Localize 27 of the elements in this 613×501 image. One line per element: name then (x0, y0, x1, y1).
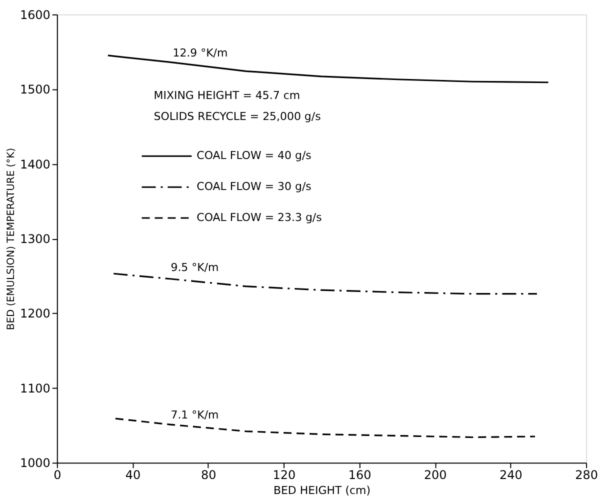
y-tick-label: 1200 (20, 306, 50, 321)
x-tick-label: 120 (272, 468, 296, 482)
annotation: 12.9 °K/m (172, 46, 228, 60)
annotation: SOLIDS RECYCLE = 25,000 g/s (154, 110, 322, 124)
x-tick-label: 200 (424, 468, 447, 482)
x-tick-label: 0 (54, 468, 62, 482)
y-axis-title: BED (EMULSION) TEMPERATURE (°K) (6, 148, 17, 330)
legend-label: COAL FLOW = 30 g/s (196, 180, 312, 194)
y-tick-label: 1400 (20, 157, 50, 172)
legend-label: COAL FLOW = 40 g/s (196, 149, 312, 162)
x-tick-label: 80 (200, 468, 216, 482)
line-series (114, 418, 536, 438)
annotation: MIXING HEIGHT = 45.7 cm (154, 89, 300, 102)
y-tick-label: 1500 (20, 82, 50, 97)
y-tick-label: 1100 (20, 381, 50, 396)
x-tick-label: 40 (125, 468, 141, 482)
y-tick-label: 1600 (20, 8, 50, 22)
x-tick-label: 280 (575, 468, 598, 482)
x-tick-label: 160 (348, 468, 372, 482)
y-tick-label: 1000 (20, 456, 50, 470)
x-tick-label: 240 (500, 468, 522, 482)
annotation: 7.1 °K/m (170, 408, 219, 422)
line-series (112, 272, 538, 295)
annotation: 9.5 °K/m (170, 260, 219, 274)
legend-label: COAL FLOW = 23.3 g/s (196, 211, 322, 224)
y-tick-label: 1300 (20, 232, 50, 246)
x-axis-title: BED HEIGHT (cm) (273, 484, 370, 498)
